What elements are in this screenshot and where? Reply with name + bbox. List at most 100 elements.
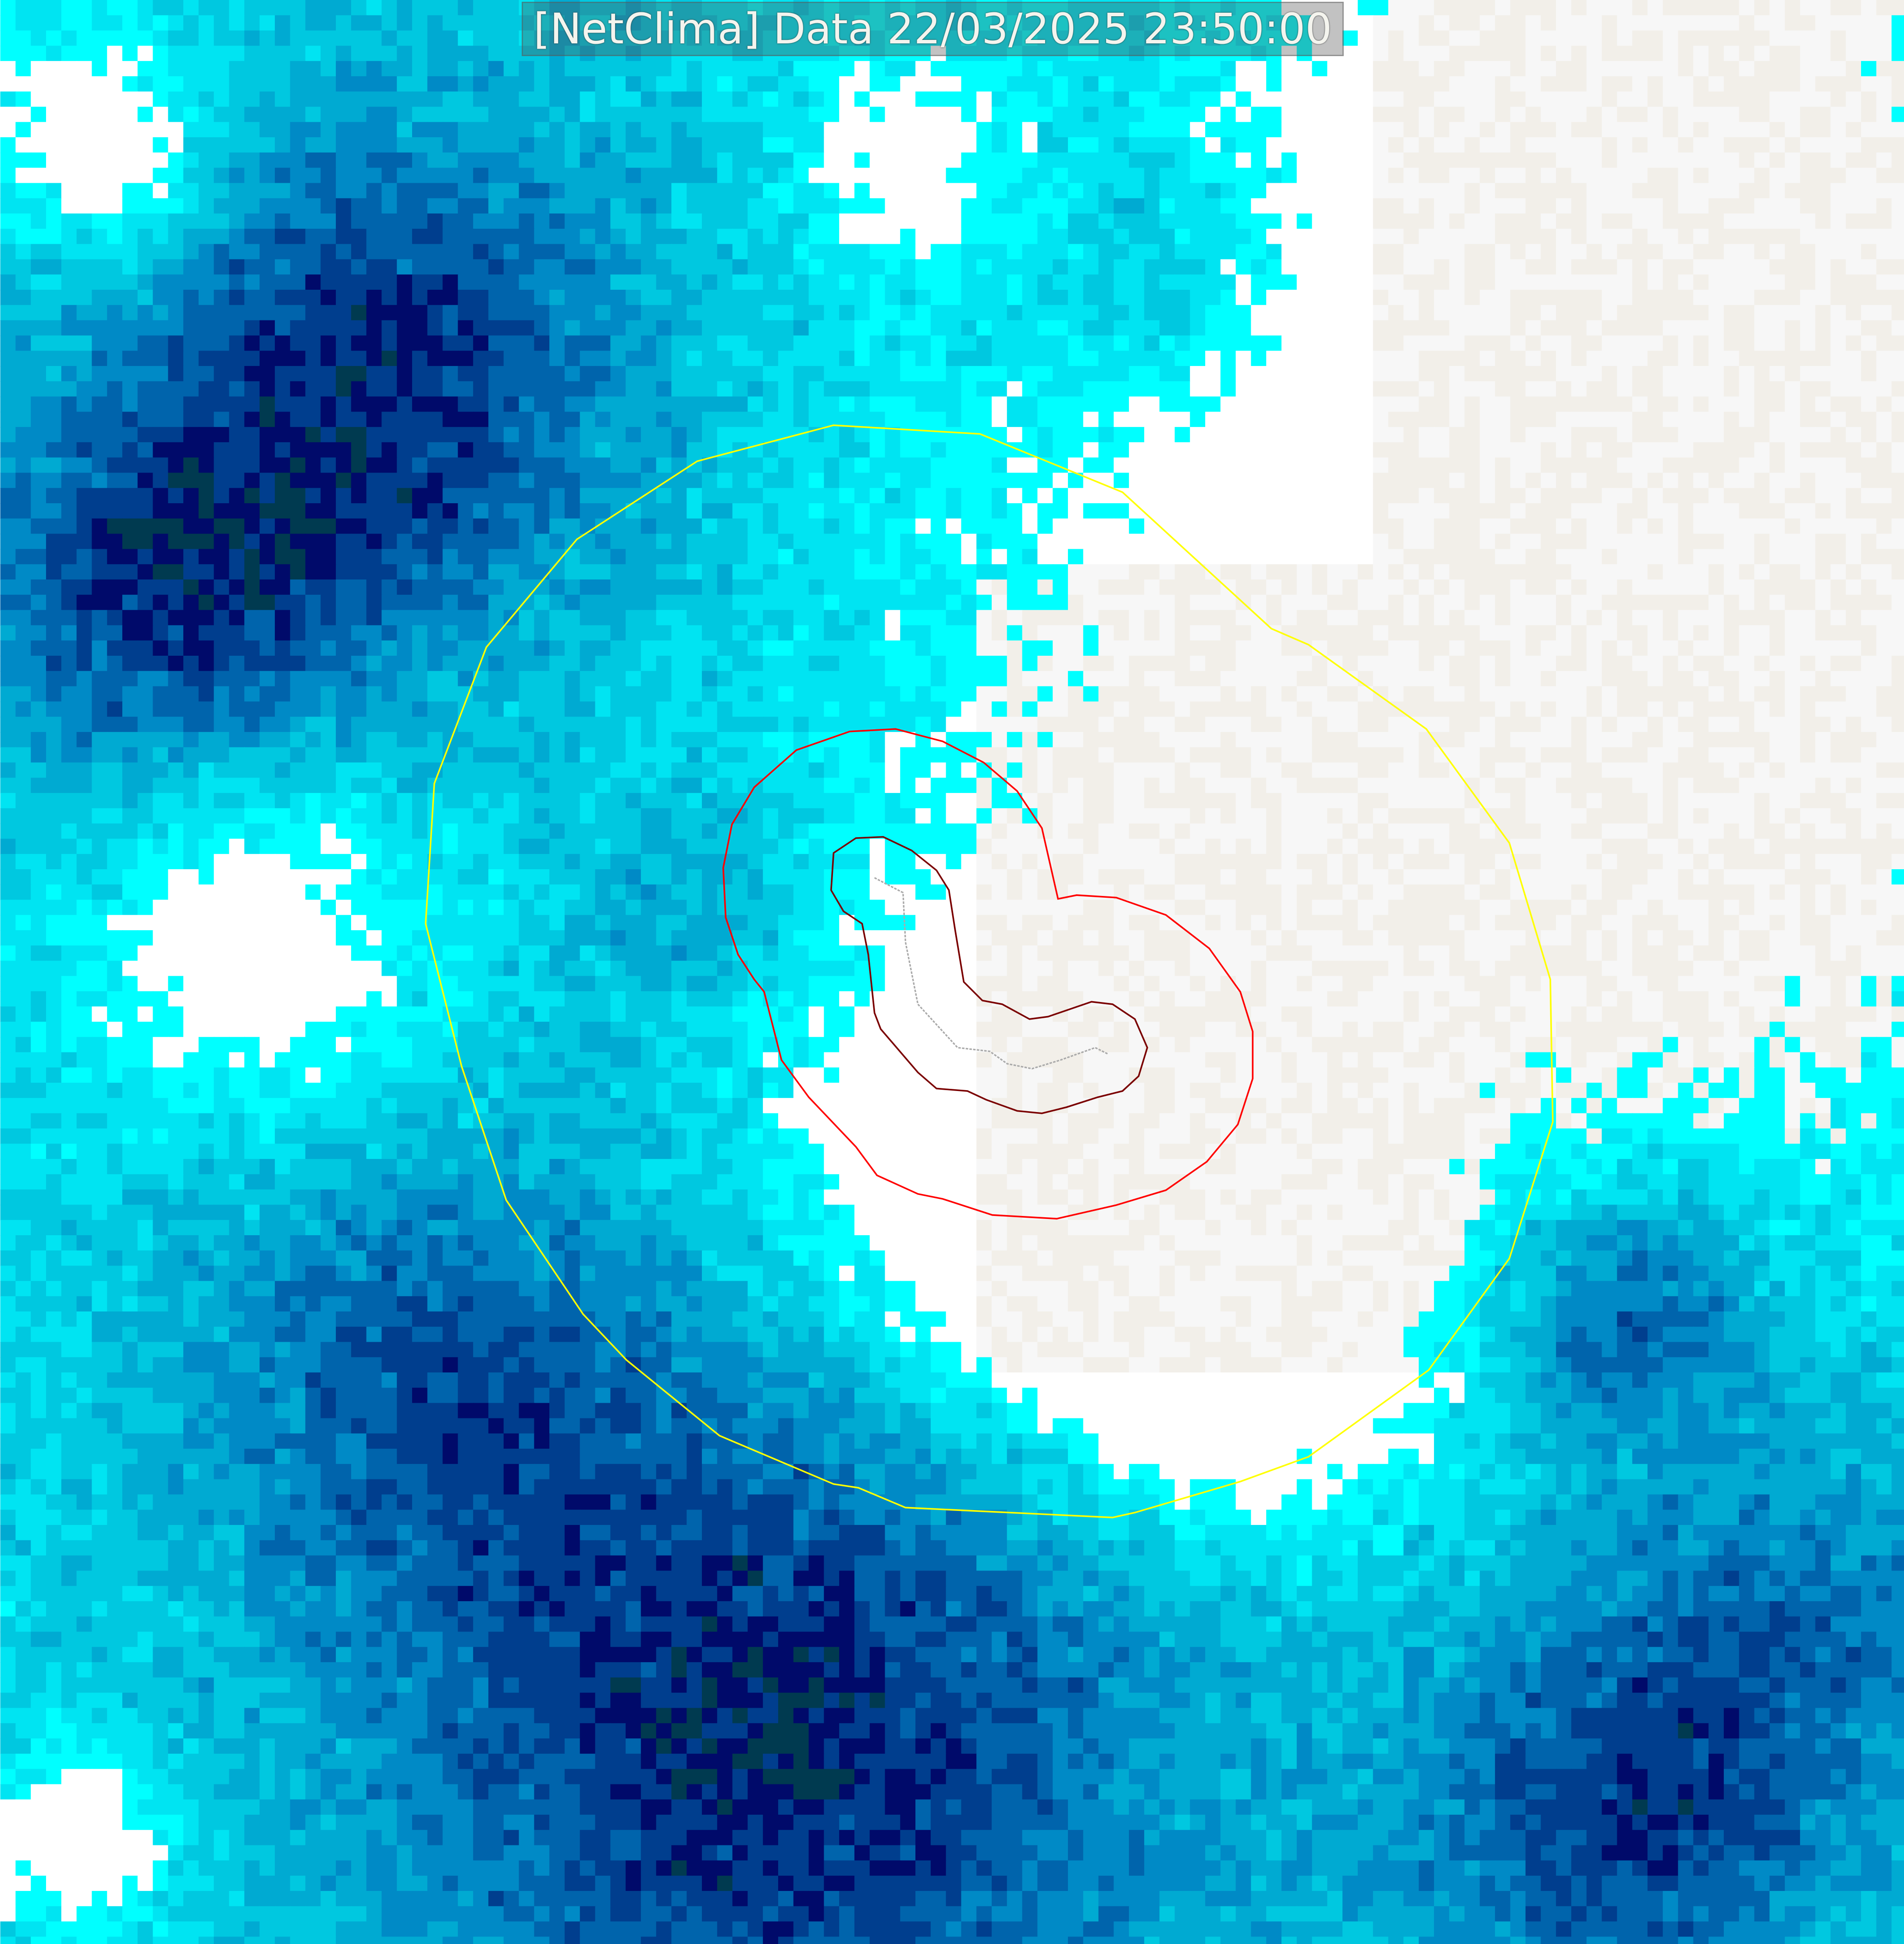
radar-cell [1571,320,1587,336]
radar-cell [992,0,1008,16]
radar-cell [1723,107,1740,123]
radar-cell [1022,76,1038,92]
radar-cell [1495,15,1511,31]
radar-cell [1800,564,1816,580]
radar-cell [381,213,398,230]
radar-cell [747,274,764,291]
radar-cell [1541,396,1557,412]
radar-cell [1403,183,1420,199]
radar-cell [1037,290,1053,306]
radar-cell [549,396,566,412]
radar-cell [442,412,459,428]
radar-cell [1053,594,1069,611]
radar-cell [0,518,16,535]
radar-cell [1647,488,1664,504]
radar-cell [1556,228,1572,245]
radar-cell [320,335,337,352]
radar-cell [0,107,16,123]
radar-cell [1662,381,1679,397]
radar-cell [1357,457,1374,473]
radar-cell [1159,274,1175,291]
radar-cell [244,518,260,535]
radar-cell [1022,91,1038,107]
radar-cell [1754,244,1770,260]
radar-cell [763,107,779,123]
radar-cell [564,0,581,16]
radar-cell [671,183,687,199]
radar-cell [1678,381,1694,397]
radar-cell [1205,381,1221,397]
radar-cell [839,427,855,443]
radar-cell [397,259,413,275]
radar-cell [61,0,78,16]
radar-cell [1464,0,1480,16]
radar-cell [641,152,657,169]
radar-cell [442,228,459,245]
radar-cell [31,381,47,397]
radar-cell [687,579,703,596]
radar-cell [1251,518,1267,535]
radar-cell [381,594,398,611]
radar-cell [397,473,413,489]
radar-cell [580,473,596,489]
radar-cell [1449,579,1465,596]
radar-cell [305,152,321,169]
radar-cell [1708,351,1725,367]
radar-cell [107,91,123,107]
radar-cell [1190,213,1206,230]
radar-cell [1373,76,1389,92]
radar-cell [1846,396,1862,412]
radar-cell [46,518,62,535]
radar-cell [1419,244,1435,260]
radar-cell [92,351,108,367]
radar-cell [1571,274,1587,291]
radar-cell [1739,290,1755,306]
radar-cell [1419,274,1435,291]
radar-cell [1129,594,1145,611]
radar-cell [1632,442,1648,458]
radar-cell [1830,244,1847,260]
radar-cell [442,457,459,473]
radar-cell [1785,366,1801,382]
radar-cell [1251,0,1267,16]
radar-cell [1785,305,1801,321]
radar-cell [46,290,62,306]
radar-cell [1723,61,1740,77]
radar-cell [305,107,321,123]
radar-cell [61,396,78,412]
radar-cell [1266,0,1282,16]
radar-cell [1144,274,1160,291]
radar-cell [915,259,932,275]
radar-cell [1357,351,1374,367]
radar-cell [534,549,550,565]
radar-cell [1388,457,1404,473]
radar-cell [76,473,93,489]
radar-cell [946,107,962,123]
radar-cell [366,381,382,397]
radar-cell [1571,488,1587,504]
radar-cell [1449,0,1465,16]
radar-cell [717,290,733,306]
radar-cell [107,30,123,46]
radar-cell [1220,213,1237,230]
radar-cell [1342,76,1359,92]
radar-cell [214,213,230,230]
radar-cell [427,107,443,123]
radar-cell [992,167,1008,184]
radar-cell [930,579,947,596]
radar-cell [1296,259,1313,275]
radar-cell [336,533,352,550]
radar-cell [1800,320,1816,336]
radar-cell [1693,396,1709,412]
radar-cell [1495,213,1511,230]
radar-cell [1007,167,1023,184]
radar-cell [1037,305,1053,321]
radar-cell [1144,442,1160,458]
radar-cell [1190,244,1206,260]
radar-cell [1235,183,1252,199]
radar-cell [1769,61,1786,77]
radar-cell [76,30,93,46]
radar-cell [1327,122,1343,138]
radar-cell [885,274,901,291]
